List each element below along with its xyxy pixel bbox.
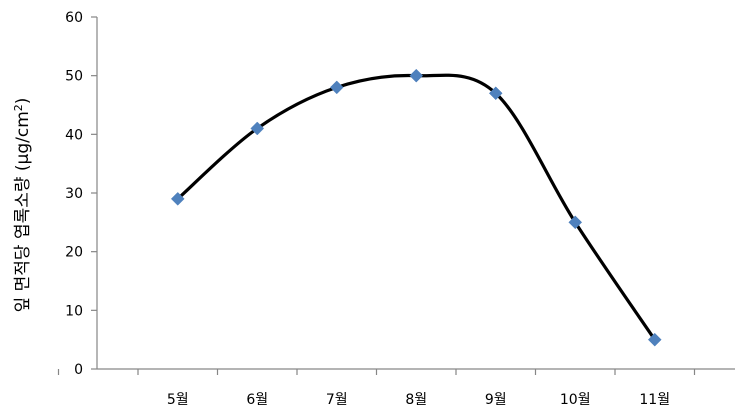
y-tick-label: 50	[65, 69, 83, 85]
y-tick-label: 0	[74, 362, 83, 378]
data-point-9월	[488, 86, 503, 101]
y-tick-label: 10	[65, 303, 83, 319]
data-point-6월	[250, 121, 265, 136]
x-tick-label: 6월	[246, 392, 268, 408]
y-axis-title-main: 잎 면적당 엽록소량 (μg/cm	[13, 111, 33, 312]
y-tick-label: 40	[65, 127, 83, 143]
x-tick-label: 9월	[485, 392, 507, 408]
data-point-10월	[568, 215, 583, 230]
data-point-5월	[170, 192, 185, 206]
y-axis-ticks: 0 10 20 30 40 50 60	[65, 10, 97, 378]
x-axis-ticks: 5월 6월 7월 8월 9월 10월 11월	[57, 369, 696, 408]
y-axis-title-suffix: )	[13, 98, 33, 105]
series-line-group	[176, 73, 657, 342]
x-tick-label: 10월	[560, 392, 591, 408]
y-tick-label: 30	[65, 186, 83, 202]
x-tick-label: 11월	[639, 392, 670, 408]
x-tick-label: 8월	[405, 392, 427, 408]
y-tick-label: 20	[65, 245, 83, 261]
y-tick-label: 60	[65, 10, 83, 26]
x-tick-label: 5월	[167, 392, 189, 408]
data-point-8월	[409, 68, 424, 83]
x-tick-label: 7월	[326, 392, 348, 408]
data-markers	[170, 68, 662, 347]
y-axis-title-superscript: 2	[12, 104, 25, 111]
y-axis-title: 잎 면적당 엽록소량 (μg/cm2)	[12, 98, 34, 313]
data-point-11월	[647, 332, 662, 347]
series-line	[176, 73, 657, 342]
data-point-7월	[329, 80, 344, 95]
